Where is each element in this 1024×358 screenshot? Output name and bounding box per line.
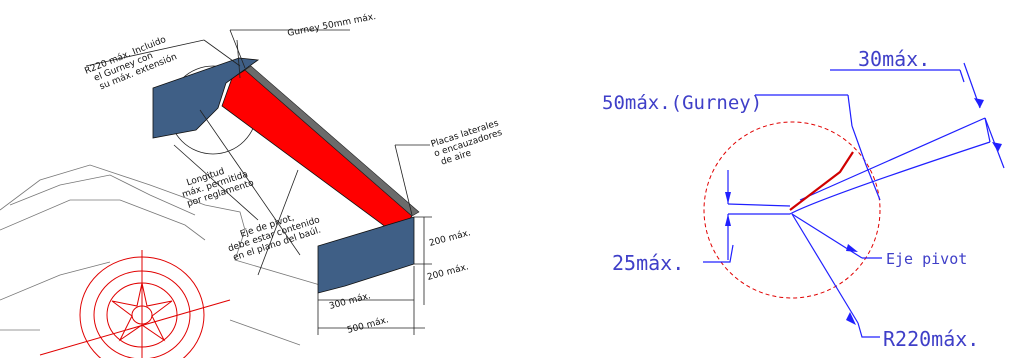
dim-30-label: 30máx. bbox=[858, 47, 930, 71]
dim-500-label: 500 máx. bbox=[346, 315, 390, 336]
left-endplate bbox=[152, 57, 260, 139]
right-endplate bbox=[317, 216, 415, 294]
eje-pivot-right-label: Eje pivot bbox=[886, 250, 967, 268]
wing-gurney-flap bbox=[244, 65, 420, 217]
right-dimension-lines bbox=[703, 62, 1005, 338]
eje-pivot-label: Eje de pivot, debe estar contenido en el… bbox=[224, 205, 327, 264]
dim-300-label: 300 máx. bbox=[328, 291, 372, 312]
right-drawing: 30máx. 50máx.(Gurney) 25máx. Eje pivot R… bbox=[602, 47, 1005, 351]
r220-right-label: R220máx. bbox=[883, 327, 979, 351]
wing-main-plane bbox=[221, 69, 413, 237]
wheel-drawing bbox=[39, 250, 231, 358]
longitud-label: Longitud máx. permitida por reglamento bbox=[178, 159, 256, 210]
gurney-red-edge bbox=[789, 151, 854, 211]
r220-dashed-circle bbox=[703, 121, 881, 299]
placas-label: Placas laterales o encauzadores de aire bbox=[430, 118, 510, 169]
dim-25-label: 25máx. bbox=[612, 251, 684, 275]
dim-200-upper-label: 200 máx. bbox=[428, 228, 472, 249]
dim-200-lower-label: 200 máx. bbox=[426, 262, 470, 283]
left-drawing: R220 máx. Incluido el Gurney con su máx.… bbox=[0, 12, 510, 358]
airfoil-profile bbox=[727, 117, 991, 215]
dim-50-gurney-label: 50máx.(Gurney) bbox=[602, 92, 762, 114]
gurney-label: Gurney 50mm máx. bbox=[287, 12, 377, 39]
left-leader-lines bbox=[85, 29, 432, 335]
car-outline bbox=[0, 164, 321, 346]
